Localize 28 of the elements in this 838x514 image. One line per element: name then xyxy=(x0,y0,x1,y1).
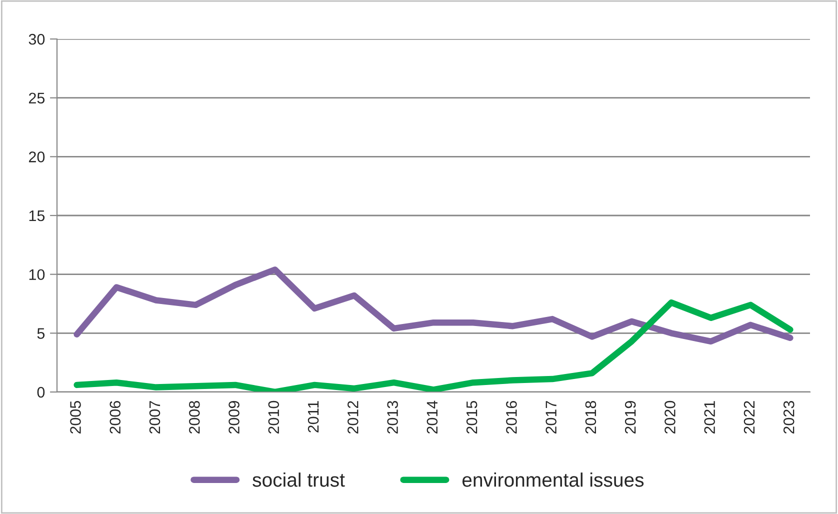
legend-label: social trust xyxy=(252,472,345,487)
x-tick-label: 2018 xyxy=(585,400,596,434)
x-tick-label: 2016 xyxy=(506,401,517,434)
y-tick-label: 15 xyxy=(29,210,45,222)
y-tick-label: 30 xyxy=(28,34,45,45)
y-tick-label: 10 xyxy=(29,269,45,280)
x-tick-label: 2014 xyxy=(426,400,438,434)
y-tick-label: 20 xyxy=(28,152,45,162)
x-tick-label: 2011 xyxy=(308,401,319,432)
x-tick-label: 2007 xyxy=(149,401,160,434)
x-tick-label: 2022 xyxy=(744,401,755,434)
x-tick-label: 2013 xyxy=(387,401,398,434)
x-tick-label: 2006 xyxy=(110,401,121,434)
y-tick-label: 0 xyxy=(37,386,45,398)
y-tick-label: 5 xyxy=(37,328,45,339)
x-tick-label: 2005 xyxy=(70,400,81,434)
x-tick-label: 2010 xyxy=(268,400,280,434)
x-tick-label: 2023 xyxy=(783,401,794,434)
y-tick-label: 25 xyxy=(28,92,45,104)
x-tick-label: 2017 xyxy=(546,401,556,434)
legend-label: environmental issues xyxy=(462,472,644,487)
x-tick-label: 2020 xyxy=(664,400,676,434)
x-tick-label: 2015 xyxy=(466,400,478,434)
x-tick-label: 2021 xyxy=(704,401,716,434)
x-tick-label: 2008 xyxy=(188,400,200,434)
x-tick-label: 2009 xyxy=(228,401,240,434)
x-tick-label: 2012 xyxy=(348,401,358,434)
x-tick-label: 2019 xyxy=(624,401,636,434)
